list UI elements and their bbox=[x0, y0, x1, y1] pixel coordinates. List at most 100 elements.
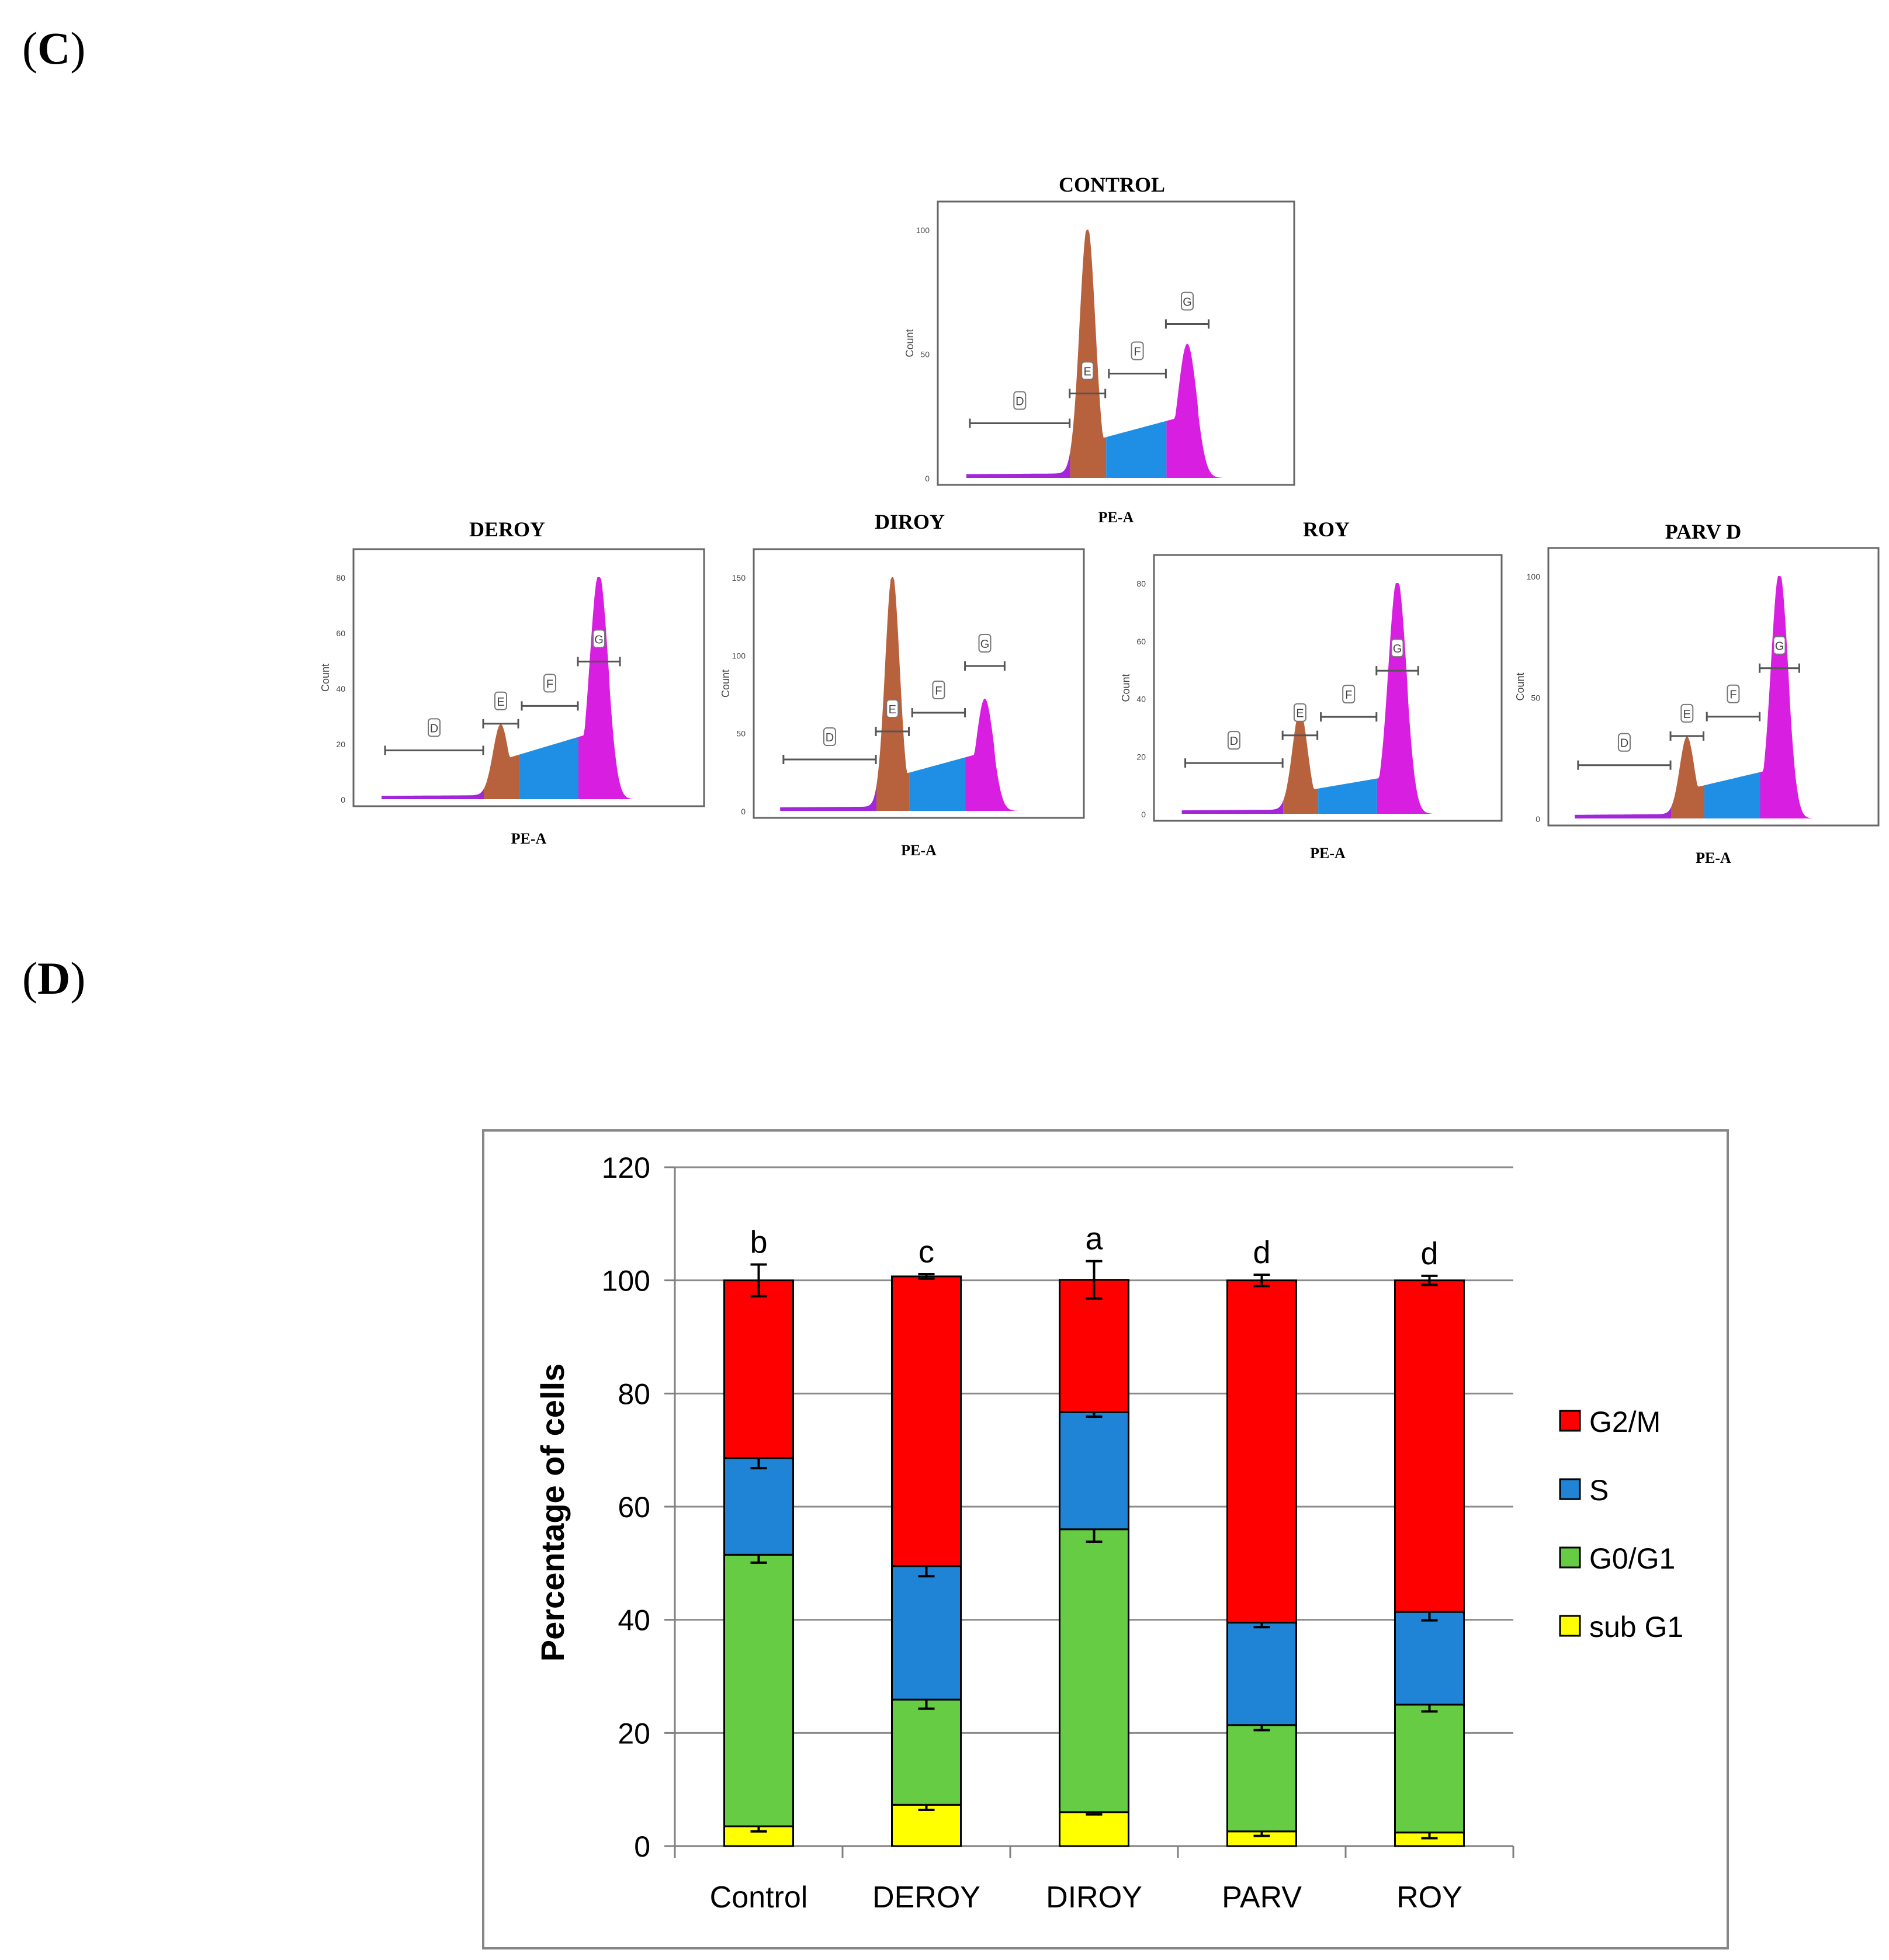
g2m-region bbox=[578, 577, 634, 799]
bar-segment bbox=[723, 1553, 794, 1827]
gate-label: F bbox=[1134, 346, 1141, 359]
flow-cytometry-histograms: CONTROLDEFG050100CountPE-ADEROYDEFG02040… bbox=[320, 173, 1880, 866]
histogram-frame bbox=[352, 548, 705, 807]
gate-label-box bbox=[978, 634, 992, 653]
gate-label-box bbox=[1227, 731, 1240, 750]
histogram-diroy: DIROY D E F G 0 50 100 150 Count PE-A bbox=[720, 510, 1085, 859]
panel-label-c: (C) bbox=[22, 23, 86, 74]
bar-segment bbox=[723, 1279, 794, 1459]
g0g1-region bbox=[1070, 230, 1107, 478]
gate-label-box bbox=[1293, 703, 1306, 722]
y-axis-label: Count bbox=[720, 669, 732, 698]
histogram-roy: ROY D E F G 0 20 40 60 80 Count PE-A bbox=[1120, 518, 1503, 862]
legend-swatch bbox=[1559, 1546, 1581, 1569]
significance-letter: a bbox=[1085, 1222, 1103, 1257]
gate-label-box bbox=[1391, 639, 1404, 658]
histogram-title: PARV D bbox=[1665, 520, 1741, 543]
bar-segment bbox=[1059, 1411, 1129, 1531]
y-tick-label: 80 bbox=[1136, 579, 1146, 588]
legend-label: G2/M bbox=[1589, 1406, 1661, 1438]
bar-segment bbox=[891, 1275, 962, 1567]
y-axis-label: Count bbox=[320, 664, 331, 692]
gate-label: E bbox=[889, 703, 896, 716]
s-phase-region bbox=[909, 757, 966, 811]
significance-letter: d bbox=[1420, 1236, 1438, 1271]
bar-segment bbox=[1394, 1704, 1465, 1834]
gate-label-box bbox=[823, 727, 836, 746]
y-tick-label: 0 bbox=[1536, 814, 1540, 824]
legend-swatch bbox=[1559, 1478, 1581, 1500]
cell-cycle-stacked-bar-chart: 020406080100120acabControlbabcDEROYbcbaD… bbox=[482, 1129, 1729, 1949]
bar-segment bbox=[891, 1803, 962, 1847]
g2m-region bbox=[1166, 344, 1223, 478]
s-phase-region bbox=[1318, 778, 1377, 814]
y-axis-label: Count bbox=[1120, 674, 1132, 702]
legend-swatch bbox=[1559, 1615, 1581, 1637]
gate-label: G bbox=[1183, 296, 1192, 309]
bar-segment bbox=[891, 1565, 962, 1701]
y-tick-label: 60 bbox=[618, 1491, 650, 1524]
bar-segment bbox=[1226, 1622, 1297, 1726]
histogram-control: CONTROL D E F G 0 50 100 Count PE-A bbox=[904, 173, 1295, 526]
gate-label: G bbox=[980, 638, 990, 651]
y-axis-label: Count bbox=[904, 329, 916, 357]
bar-segment bbox=[1394, 1279, 1465, 1613]
bar-segment bbox=[891, 1698, 962, 1806]
y-tick-label: 100 bbox=[916, 226, 930, 235]
gate-label-box bbox=[1727, 684, 1740, 703]
y-tick-label: 20 bbox=[336, 740, 345, 749]
gate-label: D bbox=[826, 731, 834, 744]
gate-label: E bbox=[1296, 707, 1304, 720]
gate-label: E bbox=[1084, 366, 1091, 379]
gate-label-box bbox=[1081, 361, 1094, 380]
gate-label: G bbox=[1775, 640, 1784, 653]
y-axis-label: Count bbox=[1514, 672, 1526, 700]
y-tick-label: 20 bbox=[618, 1717, 650, 1750]
gate-label-box bbox=[494, 691, 507, 710]
gate-label-box bbox=[1131, 341, 1144, 360]
x-axis-label: PE-A bbox=[1098, 509, 1134, 526]
g2m-region bbox=[1377, 583, 1432, 814]
y-tick-label: 20 bbox=[1136, 752, 1146, 761]
gate-label-box bbox=[1013, 391, 1027, 410]
y-tick-label: 50 bbox=[736, 729, 746, 738]
x-tick-label: PARV bbox=[1222, 1881, 1302, 1914]
legend-label: S bbox=[1589, 1474, 1609, 1507]
gate-label-box bbox=[886, 699, 899, 718]
histogram-deroy: DEROY D E F G 0 20 40 60 80 Count PE-A bbox=[320, 518, 705, 847]
bar-segment bbox=[1226, 1279, 1297, 1624]
y-tick-label: 50 bbox=[920, 350, 930, 359]
histogram-title: DEROY bbox=[469, 518, 545, 541]
histogram-frame bbox=[937, 200, 1295, 486]
significance-letter: b bbox=[750, 1225, 767, 1260]
y-tick-label: 0 bbox=[1141, 810, 1146, 819]
significance-letter: c bbox=[918, 1234, 934, 1269]
sub-g1-region bbox=[780, 786, 876, 811]
sub-g1-region bbox=[1575, 807, 1671, 818]
s-phase-region bbox=[519, 737, 578, 799]
significance-letter: d bbox=[1253, 1235, 1270, 1270]
sub-g1-region bbox=[1181, 800, 1284, 814]
y-tick-label: 80 bbox=[618, 1378, 650, 1410]
y-tick-label: 100 bbox=[602, 1265, 650, 1298]
g2m-region bbox=[1760, 576, 1812, 818]
gate-label: F bbox=[1345, 689, 1352, 702]
x-axis-label: PE-A bbox=[511, 830, 547, 847]
legend-swatch bbox=[1559, 1410, 1581, 1432]
g0g1-region bbox=[1283, 710, 1319, 814]
gate-label: D bbox=[1230, 735, 1238, 748]
g0g1-region bbox=[484, 724, 519, 799]
bar-segment bbox=[723, 1457, 794, 1556]
y-tick-label: 0 bbox=[925, 474, 930, 483]
x-axis-label: PE-A bbox=[901, 842, 937, 859]
gate-label: E bbox=[1683, 708, 1691, 721]
bar-segment bbox=[1059, 1279, 1129, 1413]
gate-label: E bbox=[497, 696, 504, 709]
g0g1-region bbox=[1671, 736, 1704, 818]
y-tick-label: 100 bbox=[1527, 572, 1541, 581]
bar-segment bbox=[1059, 1528, 1129, 1813]
bar-segment bbox=[1226, 1724, 1297, 1833]
x-axis-label: PE-A bbox=[1696, 849, 1731, 866]
histogram-frame bbox=[753, 548, 1085, 819]
sub-g1-region bbox=[382, 789, 484, 799]
